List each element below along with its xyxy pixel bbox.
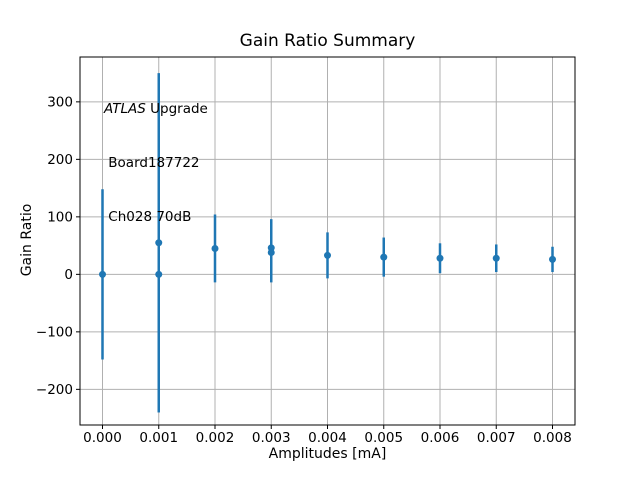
y-tick-label: −200: [36, 382, 73, 398]
x-tick-label: 0.004: [308, 430, 347, 446]
x-tick-label: 0.008: [533, 430, 572, 446]
annotation-experiment-name: ATLAS: [104, 101, 146, 117]
annotation-text: ATLAS Upgrade Board187722 Ch028 70dB: [104, 64, 208, 262]
data-point-marker: [549, 255, 556, 263]
data-point-marker: [99, 270, 106, 278]
x-tick-label: 0.002: [196, 430, 235, 446]
data-point-marker: [436, 254, 444, 262]
x-tick-label: 0.003: [252, 430, 291, 446]
x-tick-label: 0.005: [364, 430, 403, 446]
data-point-marker: [324, 251, 331, 259]
annotation-upgrade-text: Upgrade: [145, 101, 208, 117]
y-tick-label: 200: [47, 152, 73, 168]
x-tick-label: 0.007: [477, 430, 516, 446]
x-tick-label: 0.001: [139, 430, 178, 446]
y-tick-label: 300: [47, 94, 73, 110]
annotation-channel-gain: Ch028 70dB: [104, 209, 192, 225]
y-axis-label: Gain Ratio: [19, 203, 35, 277]
y-tick-label: 100: [47, 209, 73, 225]
chart-title: Gain Ratio Summary: [239, 31, 416, 51]
x-axis-label: Amplitudes [mA]: [268, 446, 387, 462]
x-tick-label: 0.006: [421, 430, 460, 446]
y-tick-label: −100: [36, 324, 73, 340]
data-point-marker: [155, 239, 163, 247]
data-point-marker: [380, 253, 388, 261]
x-tick-label: 0.000: [83, 430, 122, 446]
annotation-board-id: Board187722: [104, 155, 200, 171]
data-point-marker: [267, 249, 275, 256]
y-tick-label: 0: [64, 267, 73, 283]
annotation-line-1: ATLAS Upgrade: [104, 100, 208, 118]
data-point-marker: [492, 254, 500, 262]
data-point-marker: [211, 244, 219, 252]
data-point-marker: [155, 270, 163, 278]
